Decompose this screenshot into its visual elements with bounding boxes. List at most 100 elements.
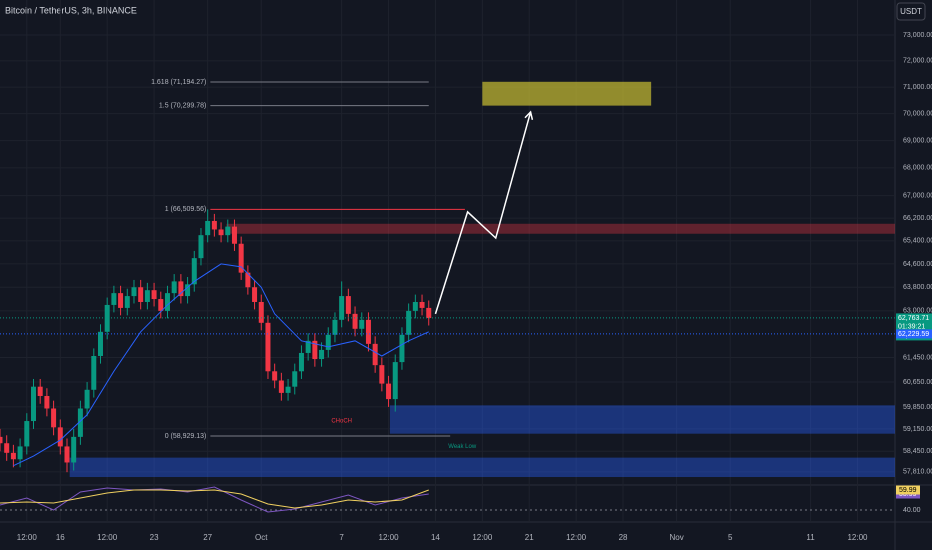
y-tick-label: 69,000.00 (903, 137, 932, 144)
candle-body (171, 281, 177, 294)
candle-body (285, 386, 291, 393)
candle-body (238, 243, 244, 273)
candle-body (0, 436, 3, 444)
fib-label: 0 (58,929.13) (165, 433, 207, 440)
zone (389, 405, 895, 434)
candle-body (252, 287, 258, 302)
x-tick-label: Oct (255, 533, 268, 542)
candle-body (365, 319, 371, 344)
rsi-badge (896, 485, 920, 495)
annotation: Weak Low (448, 444, 477, 450)
candle-body (245, 272, 251, 288)
candle-body (339, 296, 345, 320)
candle-body (51, 408, 57, 428)
candle-body (77, 408, 83, 437)
candle-body (352, 313, 358, 329)
candle-body (71, 436, 77, 463)
x-tick-label: 23 (150, 533, 159, 542)
y-tick-label: 63,000.00 (903, 308, 932, 315)
y-tick-label: 68,000.00 (903, 165, 932, 172)
candle-body (399, 334, 405, 363)
rsi-line (0, 489, 429, 509)
candle-body (325, 334, 331, 350)
candle-body (17, 446, 23, 460)
candle-body (392, 362, 398, 400)
candle-body (225, 226, 231, 236)
rsi-badge-label: 59.99 (899, 487, 917, 494)
fib-label: 1 (66,509.56) (165, 206, 207, 213)
candle-body (231, 226, 237, 244)
candle-body (57, 427, 63, 447)
fib-label: 1.618 (71,194.27) (151, 79, 206, 86)
candle-body (24, 421, 30, 447)
y-tick-label: 57,810.00 (903, 469, 932, 476)
x-tick-label: 27 (203, 533, 212, 542)
candle-body (158, 299, 164, 311)
candle-body (412, 301, 418, 311)
candle-body (218, 229, 224, 236)
x-tick-label: 28 (619, 533, 628, 542)
candle-body (386, 383, 392, 400)
y-tick-label: 64,600.00 (903, 261, 932, 268)
y-tick-label: 73,000.00 (903, 32, 932, 39)
candle-body (151, 290, 157, 300)
x-tick-label: 14 (431, 533, 440, 542)
y-tick-label: 61,450.00 (903, 354, 932, 361)
price-badge-label: 62,763.71 (898, 315, 929, 322)
candle-body (185, 284, 191, 297)
x-tick-label: 16 (56, 533, 65, 542)
candle-body (131, 287, 137, 297)
candle-body (44, 395, 50, 409)
y-tick-label: 71,000.00 (903, 84, 932, 91)
x-tick-label: 11 (806, 533, 815, 542)
zone (69, 457, 896, 478)
currency-button[interactable] (896, 2, 926, 21)
candle-body (258, 301, 264, 323)
x-tick-label: 12:00 (379, 533, 400, 542)
y-tick-label: 72,000.00 (903, 58, 932, 65)
y-tick-label: 58,450.00 (903, 448, 932, 455)
candle-body (205, 220, 211, 236)
candle-body (4, 443, 10, 453)
candle-body (211, 220, 217, 230)
candle-body (426, 307, 432, 319)
y-tick-label: 59,150.00 (903, 426, 932, 433)
countdown: 01:39:21 (898, 323, 925, 330)
candle-body (298, 352, 304, 372)
moving-average (13, 263, 429, 467)
y-tick-label: 66,200.00 (903, 215, 932, 222)
chart-title: Bitcoin / TetherUS, 3h, BINANCE (5, 5, 137, 15)
candle-body (292, 371, 298, 387)
rsi-tick-label: 40.00 (903, 507, 921, 514)
candle-body (111, 293, 117, 305)
candle-body (91, 355, 97, 390)
fib-label: 1.5 (70,299.78) (159, 102, 206, 109)
x-tick-label: 12:00 (17, 533, 38, 542)
candle-body (118, 293, 124, 308)
candle-body (265, 322, 271, 372)
x-tick-label: 21 (525, 533, 534, 542)
x-tick-label: 5 (728, 533, 733, 542)
x-tick-label: 12:00 (847, 533, 868, 542)
zone (482, 81, 652, 106)
x-tick-label: 7 (339, 533, 344, 542)
candle-body (198, 235, 204, 259)
candle-body (305, 340, 311, 353)
y-tick-label: 65,400.00 (903, 238, 932, 245)
candle-body (84, 389, 90, 409)
candle-body (37, 386, 43, 396)
candle-body (104, 304, 110, 332)
y-tick-label: 60,650.00 (903, 379, 932, 386)
candle-body (419, 301, 425, 308)
candle-body (64, 446, 70, 463)
candle-body (30, 386, 36, 422)
price-badge (896, 313, 932, 332)
candle-body (345, 296, 351, 314)
candle-body (278, 380, 284, 393)
projection-arrow (434, 111, 532, 315)
candle-body (10, 452, 16, 460)
candle-body (312, 340, 318, 360)
currency-label: USDT (900, 7, 922, 16)
